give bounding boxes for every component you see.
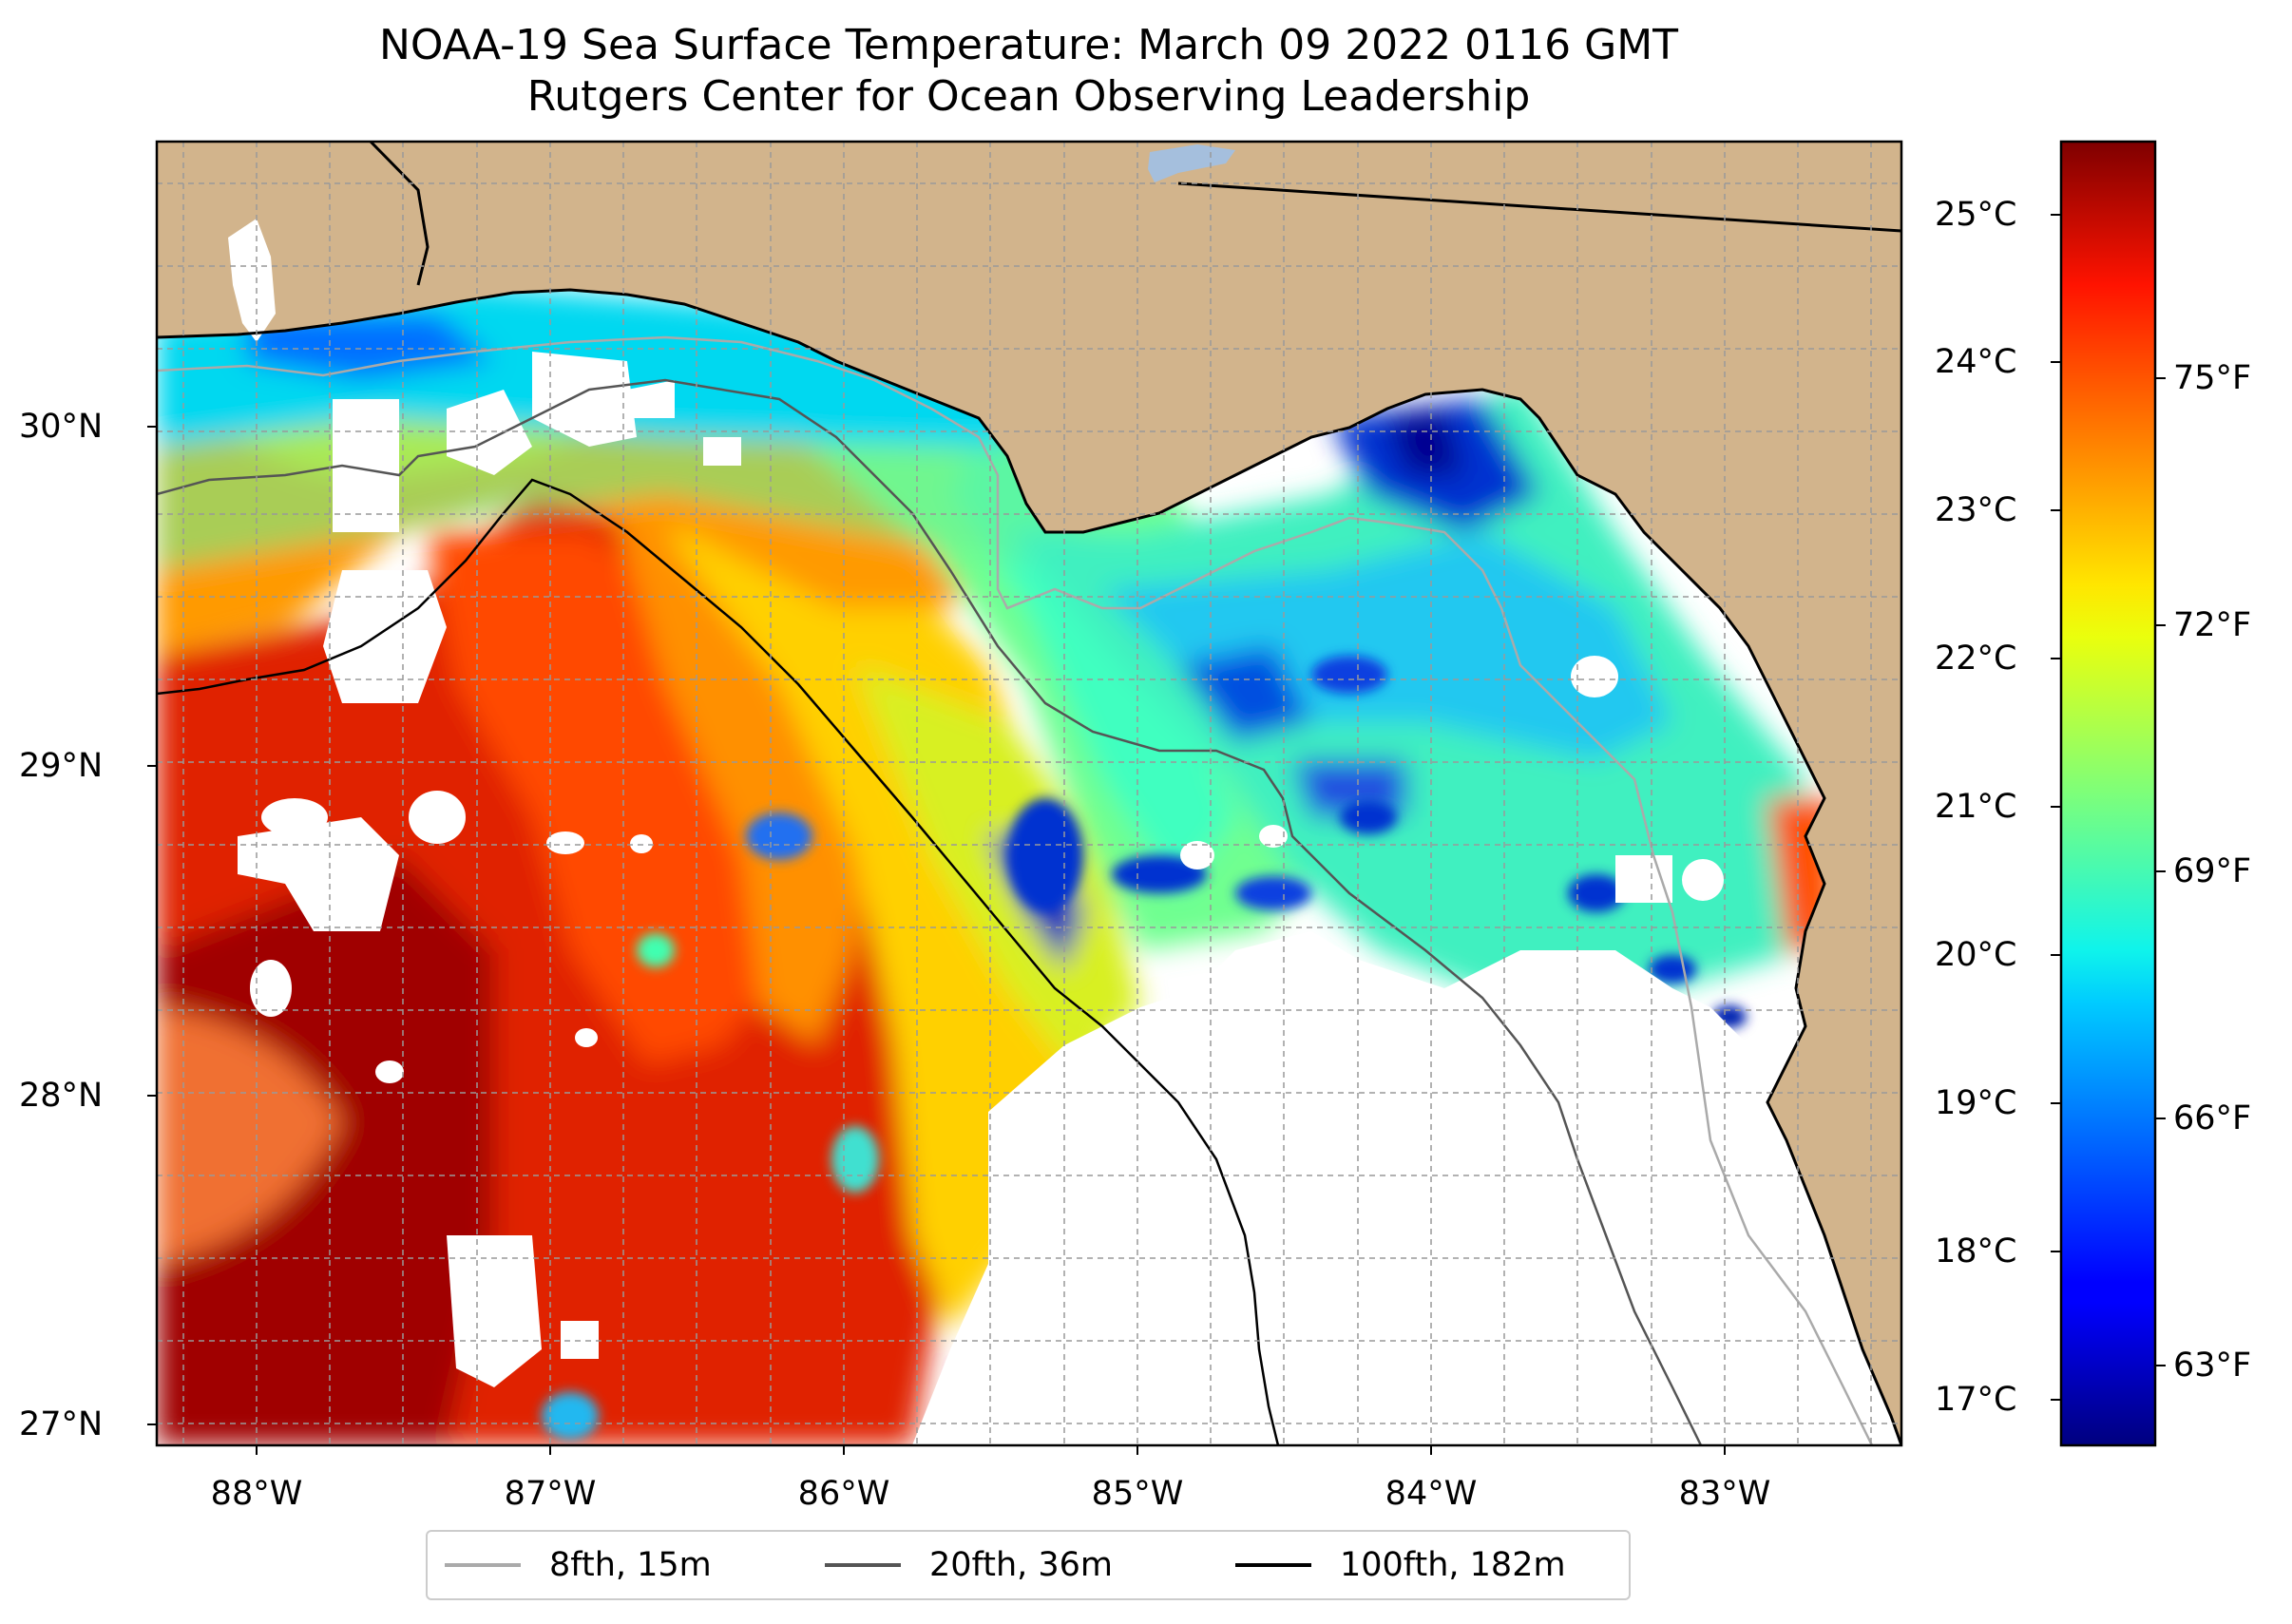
coastline (157, 288, 1901, 1445)
state-border (1177, 182, 1901, 233)
celsius-tick-label: 23°C (1935, 491, 2017, 529)
fahrenheit-tick-label: 75°F (2173, 359, 2252, 397)
lake (1148, 144, 1235, 182)
celsius-tick-label: 21°C (1935, 788, 2017, 826)
map-frame (155, 140, 1903, 1447)
celsius-tick-label: 20°C (1935, 936, 2017, 974)
gridlines (157, 142, 1901, 1445)
y-tick-label: 30°N (19, 408, 104, 446)
contour-8fth (157, 335, 1874, 1445)
x-tick-label: 85°W (1091, 1475, 1184, 1513)
y-tick-label: 28°N (19, 1077, 104, 1115)
x-tick-label: 86°W (797, 1475, 890, 1513)
legend-label: 8fth, 15m (549, 1546, 712, 1584)
legend-item-20fth: 20fth, 36m (825, 1532, 1113, 1598)
contour-100fth (157, 478, 1280, 1445)
land (157, 142, 1901, 1445)
legend-item-100fth: 100fth, 182m (1235, 1532, 1566, 1598)
mobile-bay (228, 219, 276, 342)
x-tick-label: 84°W (1385, 1475, 1478, 1513)
celsius-tick-label: 22°C (1935, 640, 2017, 678)
celsius-tick-label: 19°C (1935, 1084, 2017, 1122)
tick-marks (147, 426, 1726, 1455)
x-tick-label: 88°W (210, 1475, 303, 1513)
cloud-mask (238, 352, 1901, 1445)
fahrenheit-tick-label: 66°F (2173, 1099, 2252, 1137)
celsius-tick-label: 17°C (1935, 1381, 2017, 1419)
celsius-tick-label: 18°C (1935, 1232, 2017, 1271)
x-tick-label: 83°W (1678, 1475, 1771, 1513)
map-subtitle: Rutgers Center for Ocean Observing Leade… (526, 72, 1531, 121)
legend-label: 20fth, 36m (929, 1546, 1114, 1584)
legend-line-icon (825, 1563, 901, 1567)
legend-item-8fth: 8fth, 15m (445, 1532, 712, 1598)
celsius-tick-label: 25°C (1935, 196, 2017, 234)
map-title: NOAA-19 Sea Surface Temperature: March 0… (378, 21, 1679, 69)
colorbar (2059, 140, 2157, 1447)
x-tick-label: 87°W (504, 1475, 597, 1513)
fahrenheit-tick-label: 72°F (2173, 606, 2252, 644)
legend-line-icon (1235, 1563, 1311, 1567)
colorbar-ticks (2051, 214, 2166, 1401)
fahrenheit-tick-label: 63°F (2173, 1347, 2252, 1385)
y-tick-label: 27°N (19, 1405, 104, 1443)
legend: 8fth, 15m 20fth, 36m 100fth, 182m (426, 1530, 1631, 1600)
y-tick-label: 29°N (19, 747, 104, 785)
legend-line-icon (445, 1563, 521, 1567)
fahrenheit-tick-label: 69°F (2173, 852, 2252, 890)
legend-label: 100fth, 182m (1340, 1546, 1566, 1584)
celsius-tick-label: 24°C (1935, 343, 2017, 381)
contour-20fth (157, 378, 1703, 1445)
